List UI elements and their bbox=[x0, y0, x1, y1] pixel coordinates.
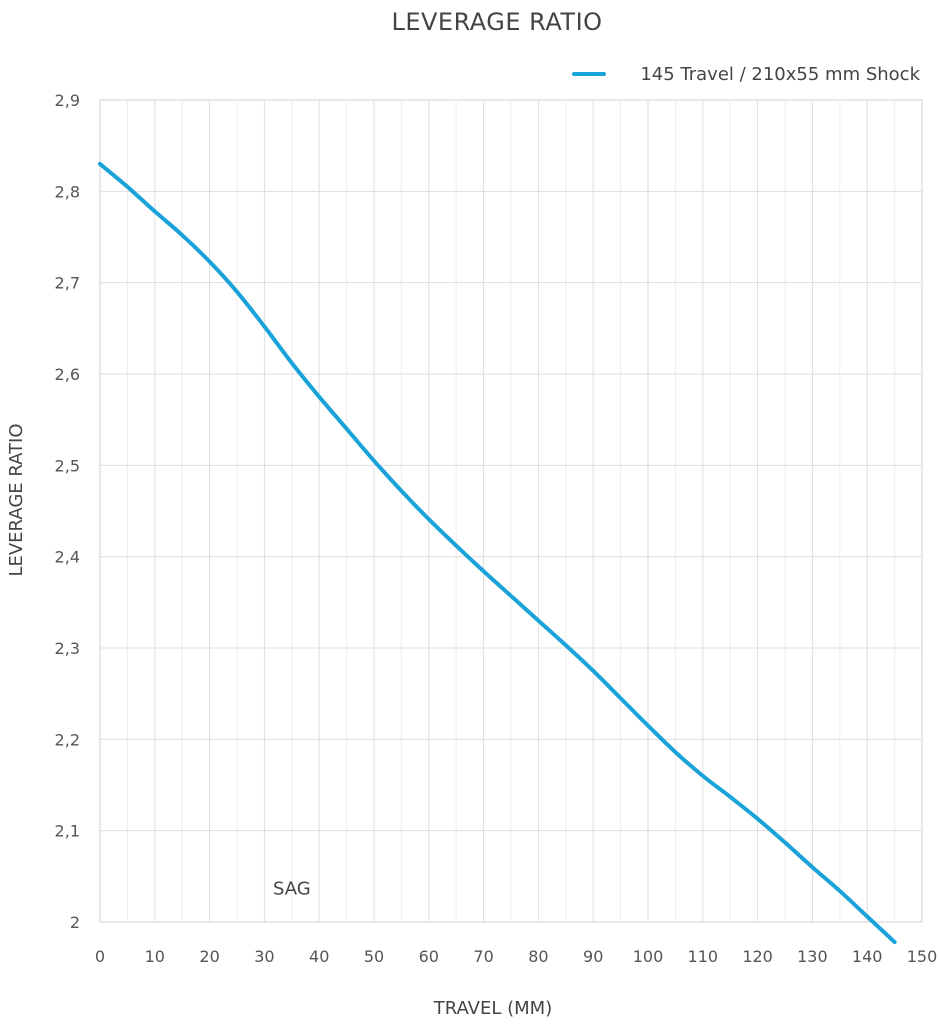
y-tick-label: 2,6 bbox=[55, 365, 80, 384]
x-tick-label: 60 bbox=[419, 947, 439, 966]
x-tick-label: 100 bbox=[633, 947, 664, 966]
x-tick-label: 30 bbox=[254, 947, 274, 966]
sag-annotation: SAG bbox=[273, 879, 311, 900]
legend-label: 145 Travel / 210x55 mm Shock bbox=[640, 64, 920, 85]
x-tick-label: 70 bbox=[473, 947, 493, 966]
x-tick-label: 20 bbox=[199, 947, 219, 966]
x-tick-label: 140 bbox=[852, 947, 883, 966]
x-tick-label: 110 bbox=[688, 947, 719, 966]
x-tick-label: 40 bbox=[309, 947, 329, 966]
grid bbox=[100, 100, 922, 922]
y-axis-label: LEVERAGE RATIO bbox=[6, 423, 27, 576]
y-tick-label: 2,1 bbox=[55, 822, 80, 841]
y-tick-label: 2,7 bbox=[55, 274, 80, 293]
y-tick-label: 2,2 bbox=[55, 730, 80, 749]
y-tick-label: 2,4 bbox=[55, 548, 80, 567]
x-axis-label: TRAVEL (MM) bbox=[433, 998, 552, 1019]
series-group bbox=[98, 161, 897, 945]
chart-title: LEVERAGE RATIO bbox=[391, 8, 602, 36]
y-axis-ticks: 2 2,1 2,2 2,3 2,4 2,5 2,6 2,7 2,8 2,9 bbox=[55, 91, 80, 932]
x-tick-label: 90 bbox=[583, 947, 603, 966]
x-tick-label: 10 bbox=[145, 947, 165, 966]
y-tick-label: 2,9 bbox=[55, 91, 80, 110]
x-tick-label: 130 bbox=[797, 947, 828, 966]
series-line bbox=[98, 161, 897, 945]
legend: 145 Travel / 210x55 mm Shock bbox=[572, 64, 921, 85]
x-tick-label: 80 bbox=[528, 947, 548, 966]
x-axis-ticks: 0 10 20 30 40 50 60 70 80 90 100 110 120 130 140 150 bbox=[95, 947, 937, 966]
y-tick-label: 2,5 bbox=[55, 456, 80, 475]
y-tick-label: 2 bbox=[70, 913, 80, 932]
x-tick-label: 150 bbox=[907, 947, 938, 966]
y-tick-label: 2,3 bbox=[55, 639, 80, 658]
x-tick-label: 50 bbox=[364, 947, 384, 966]
annotations: SAG bbox=[273, 879, 311, 900]
y-tick-label: 2,8 bbox=[55, 182, 80, 201]
x-tick-label: 120 bbox=[742, 947, 773, 966]
x-tick-label: 0 bbox=[95, 947, 105, 966]
